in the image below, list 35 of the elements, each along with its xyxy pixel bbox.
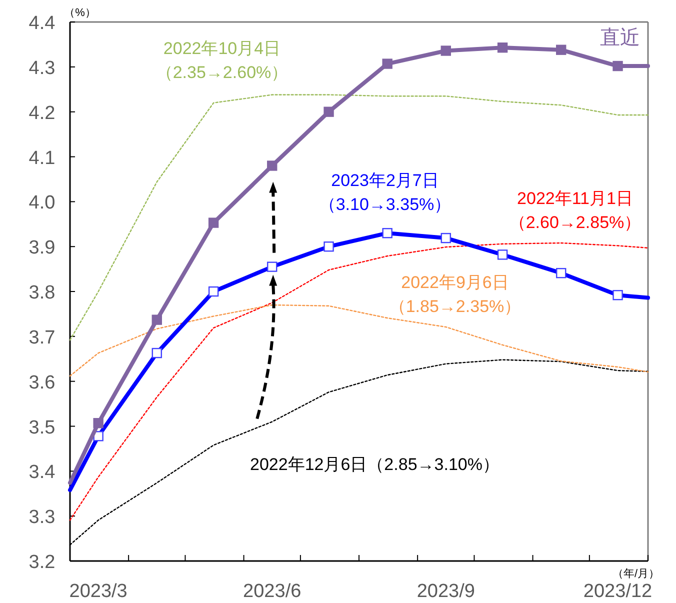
x-tick-label: 2023/12 — [583, 581, 652, 602]
y-tick-label: 3.5 — [28, 417, 56, 438]
series-label: 2022年9月6日（1.85→2.35%） — [388, 273, 522, 316]
y-tick-label: 3.2 — [28, 552, 56, 573]
point — [324, 106, 334, 117]
y-tick-label: 3.4 — [28, 462, 56, 484]
series-label: 2023年2月7日（3.10→3.35%） — [318, 171, 452, 214]
y-tick-label: 3.7 — [28, 327, 56, 348]
x-tick-label: 2023/3 — [69, 581, 128, 602]
point — [440, 46, 451, 56]
y-tick-label: 4.1 — [28, 148, 56, 169]
point — [208, 218, 219, 228]
y-tick-label: 4.0 — [28, 192, 56, 214]
y-tick-label: 3.3 — [28, 507, 56, 528]
series-label: 直近 — [600, 27, 640, 49]
point — [382, 58, 392, 69]
series-label: 2022年11月1日（2.60→2.85%） — [508, 189, 642, 232]
point — [152, 314, 162, 325]
series-label: 2022年10月4日（2.35→2.60%） — [156, 39, 288, 82]
y-tick-label: 3.9 — [28, 238, 56, 259]
y-tick-label: 3.6 — [28, 372, 56, 394]
y-tick-label: 4.2 — [28, 102, 56, 124]
y-tick-label: 3.8 — [28, 282, 56, 304]
y-tick-label: 4.4 — [28, 13, 56, 34]
point — [267, 160, 278, 171]
point — [612, 60, 623, 72]
point — [93, 418, 104, 428]
y-tick-label: 4.3 — [28, 58, 56, 79]
point — [497, 42, 508, 53]
point — [556, 44, 566, 55]
x-tick-label: 2023/9 — [416, 581, 475, 602]
x-tick-label: 2023/6 — [243, 581, 302, 602]
series-label: 2022年12月6日（2.85→3.10%） — [250, 455, 500, 474]
y-axis-title: （%） — [64, 7, 96, 19]
x-axis-title: （年/月） — [612, 568, 660, 580]
